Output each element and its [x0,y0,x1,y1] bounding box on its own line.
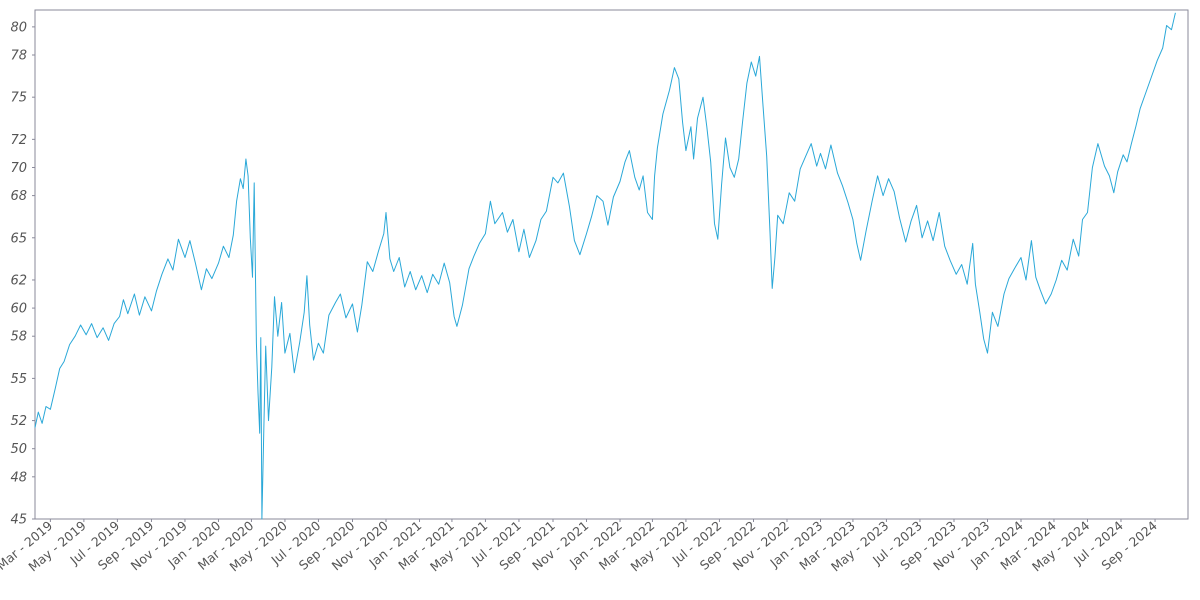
y-tick-label: 78 [10,48,27,63]
y-tick-label: 70 [10,161,27,176]
y-tick-label: 75 [10,91,27,106]
plot-area-frame [34,9,1189,520]
price-series-line [34,12,1176,520]
y-tick-label: 48 [10,470,27,485]
y-tick-label: 72 [10,133,27,148]
y-tick-label: 58 [10,330,27,345]
y-tick-label: 52 [10,414,27,429]
y-tick-label: 55 [10,372,27,387]
y-axis: 45 48 50 52 55 58 60 62 65 68 70 72 75 78 80 [10,20,35,528]
y-tick-label: 50 [10,442,27,457]
y-tick-label: 80 [10,20,27,35]
y-tick-label: 68 [10,189,27,204]
y-tick-label: 45 [10,513,27,528]
y-tick-label: 62 [10,273,27,288]
y-tick-label: 60 [10,302,27,317]
y-tick-label: 65 [10,231,27,246]
